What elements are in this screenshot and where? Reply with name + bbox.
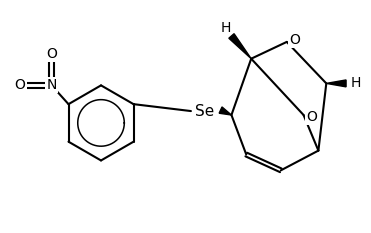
Polygon shape — [219, 107, 232, 115]
Text: H: H — [351, 76, 361, 90]
Text: H: H — [220, 21, 231, 35]
Polygon shape — [326, 80, 346, 87]
Text: O: O — [14, 78, 26, 92]
Text: Se: Se — [195, 103, 214, 119]
Text: O: O — [306, 110, 317, 124]
Text: N: N — [46, 78, 57, 92]
Polygon shape — [229, 34, 251, 59]
Text: O: O — [46, 47, 57, 61]
Text: O: O — [289, 33, 300, 47]
